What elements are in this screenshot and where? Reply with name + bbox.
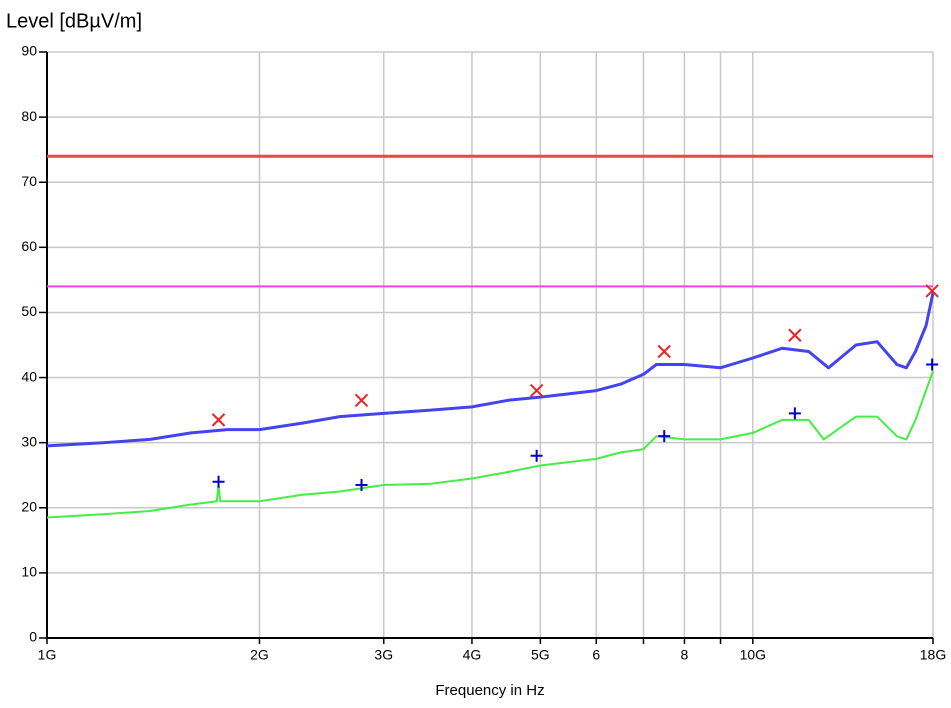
marker (354, 393, 369, 408)
y-tick-label: 0 (29, 629, 37, 645)
x-tick-label: 10G (740, 647, 766, 663)
x-tick-label: 6 (592, 647, 600, 663)
marker (529, 383, 544, 398)
trace (46, 370, 934, 519)
marker (530, 449, 543, 462)
marker (788, 407, 801, 420)
x-tick-label: 3G (374, 647, 393, 663)
y-tick-label: 50 (21, 303, 37, 319)
y-tick-label: 80 (21, 108, 37, 124)
marker (657, 344, 671, 359)
x-tick-label: 8 (681, 647, 689, 663)
marker (211, 413, 226, 427)
y-axis-title: Level [dBµV/m] (6, 10, 142, 32)
marker (925, 284, 939, 298)
y-tick-label: 60 (21, 238, 37, 254)
y-tick-label: 70 (21, 173, 37, 189)
marker (926, 358, 939, 371)
marker (788, 328, 802, 342)
x-tick-label: 2G (250, 647, 269, 663)
y-tick-label: 40 (21, 368, 37, 384)
x-tick-label: 1G (38, 647, 57, 663)
y-tick-label: 20 (21, 498, 37, 514)
y-tick-label: 10 (21, 564, 37, 580)
x-tick-label: 18G (920, 647, 946, 663)
x-tick-label: 5G (531, 647, 550, 663)
x-tick-label: 4G (463, 647, 482, 663)
y-tick-label: 30 (21, 433, 37, 449)
y-tick-label: 90 (21, 43, 37, 59)
trace (46, 292, 935, 448)
marker (212, 475, 225, 488)
marker (355, 478, 368, 491)
x-axis-title: Frequency in Hz (435, 682, 544, 699)
marker (658, 430, 671, 443)
